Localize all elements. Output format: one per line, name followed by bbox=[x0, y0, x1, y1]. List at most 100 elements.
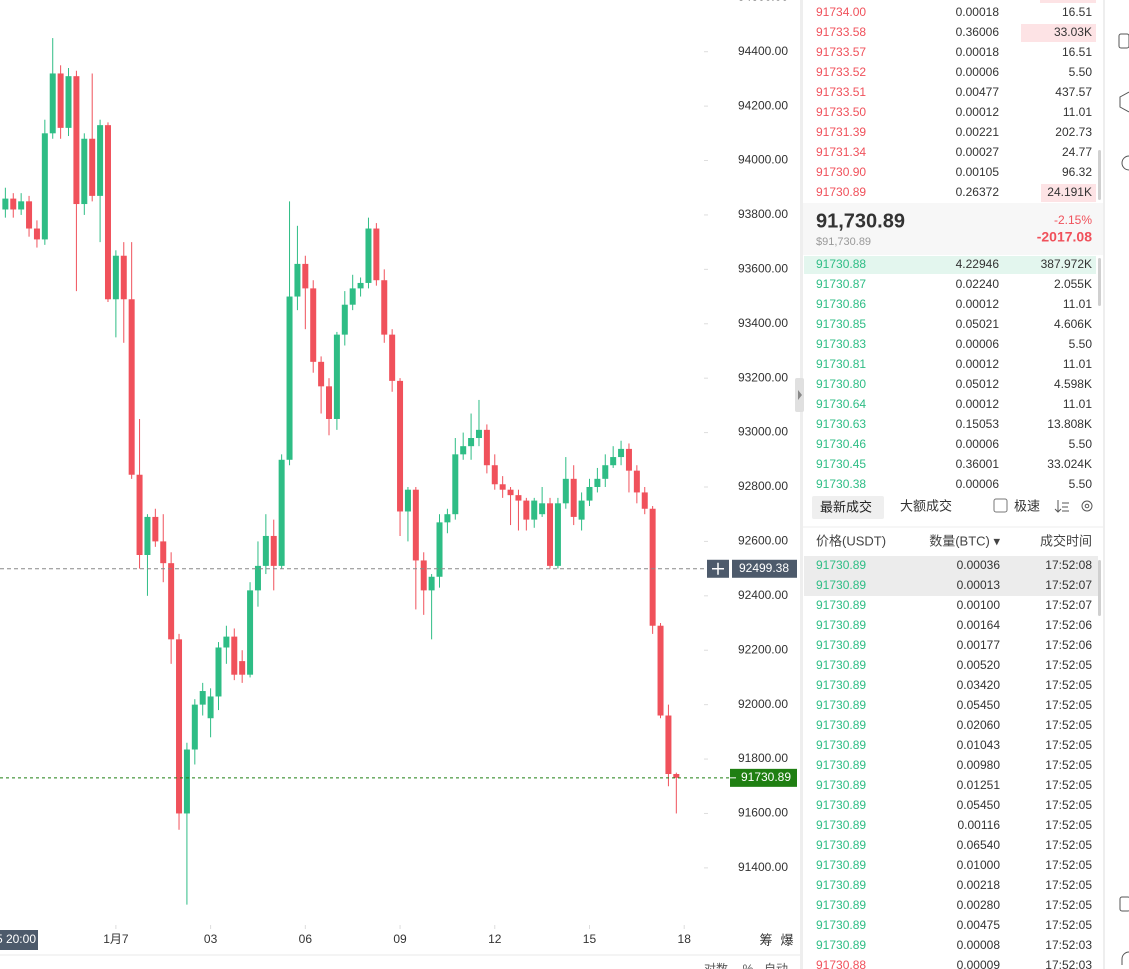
crosshair-price-box bbox=[732, 559, 797, 578]
crosshair-time: 5 20:00 bbox=[0, 932, 36, 946]
book-amount: 0.00006 bbox=[956, 65, 1000, 79]
candle-body bbox=[381, 280, 388, 335]
book-total: 4.598K bbox=[1054, 377, 1092, 391]
trade-price: 91730.89 bbox=[816, 758, 866, 772]
tab[interactable]: 大额成交 bbox=[900, 498, 952, 513]
scale-button[interactable]: 自动 bbox=[764, 962, 788, 969]
trade-time: 17:52:05 bbox=[1045, 818, 1092, 832]
book-price: 91730.38 bbox=[816, 477, 866, 491]
settings-icon[interactable] bbox=[1081, 500, 1093, 512]
candle-body bbox=[452, 454, 459, 515]
book-amount: 0.00006 bbox=[956, 477, 1000, 491]
candle-body bbox=[41, 133, 48, 240]
sidebar-icon[interactable] bbox=[1119, 896, 1129, 912]
candle-body bbox=[302, 263, 309, 289]
axis-button[interactable]: 筹 bbox=[759, 932, 772, 947]
candle-body bbox=[539, 503, 546, 515]
candle-body bbox=[523, 500, 530, 520]
book-price: 91731.39 bbox=[816, 125, 866, 139]
candle-body bbox=[89, 138, 96, 196]
candle-body bbox=[349, 288, 356, 305]
trade-qty: 0.01043 bbox=[957, 738, 1001, 752]
trade-time: 17:52:05 bbox=[1045, 698, 1092, 712]
y-tick-label: 94200.00 bbox=[738, 98, 788, 112]
checkbox[interactable] bbox=[993, 498, 1008, 513]
sidebar-icon[interactable] bbox=[1118, 33, 1129, 49]
book-total: 4.606K bbox=[1054, 317, 1092, 331]
trade-price: 91730.89 bbox=[816, 678, 866, 692]
book-price: 91733.50 bbox=[816, 105, 866, 119]
trade-qty: 0.03420 bbox=[957, 678, 1001, 692]
tab[interactable]: 最新成交 bbox=[820, 499, 872, 514]
fast-toggle[interactable]: 极速 bbox=[1014, 498, 1040, 513]
x-tick-label: 1月7 bbox=[103, 932, 129, 946]
book-amount: 0.00477 bbox=[956, 85, 1000, 99]
book-total: 16.51 bbox=[1062, 5, 1092, 19]
crosshair-plus bbox=[712, 562, 724, 575]
candle-body bbox=[73, 76, 80, 205]
book-price: 91730.89 bbox=[816, 185, 866, 199]
trade-price: 91730.89 bbox=[816, 918, 866, 932]
trade-qty: 0.00520 bbox=[957, 658, 1001, 672]
trade-time: 17:52:05 bbox=[1045, 678, 1092, 692]
candle-body bbox=[152, 516, 159, 542]
candle-body bbox=[554, 503, 561, 566]
x-tick-label: 18 bbox=[678, 932, 692, 946]
candle-body bbox=[578, 500, 585, 520]
book-total: 11.01 bbox=[1063, 297, 1092, 311]
depth-bar bbox=[804, 256, 1096, 274]
x-tick-label: 09 bbox=[393, 932, 407, 946]
candle-body bbox=[483, 429, 490, 466]
book-total: 202.73 bbox=[1055, 125, 1092, 139]
x-tick-label: 03 bbox=[204, 932, 218, 946]
trade-qty: 0.00009 bbox=[957, 958, 1001, 969]
change-pct: -2.15% bbox=[1054, 213, 1092, 227]
y-tick-label: 91600.00 bbox=[738, 806, 788, 820]
book-total: 11.01 bbox=[1063, 105, 1092, 119]
candle-body bbox=[168, 563, 175, 640]
header[interactable]: 数量(BTC) ▾ bbox=[929, 533, 1000, 548]
candle-body bbox=[420, 560, 427, 591]
book-total: 96.32 bbox=[1062, 165, 1092, 179]
sidebar-icon[interactable] bbox=[1121, 155, 1129, 171]
axis-button[interactable]: 爆 bbox=[780, 932, 793, 947]
book-amount: 0.05021 bbox=[956, 317, 1000, 331]
trade-price: 91730.89 bbox=[816, 578, 866, 592]
depth-bar bbox=[1021, 24, 1096, 42]
scrollbar bbox=[1098, 150, 1101, 200]
book-amount: 0.00105 bbox=[956, 165, 1000, 179]
candle-body bbox=[404, 489, 411, 512]
candle-body bbox=[18, 201, 25, 210]
sidebar-icon[interactable] bbox=[1119, 91, 1129, 113]
sort-icon[interactable] bbox=[1054, 500, 1069, 513]
scale-button[interactable]: 对数 bbox=[704, 961, 728, 969]
trade-qty: 0.00475 bbox=[957, 918, 1001, 932]
book-price: 91733.57 bbox=[816, 45, 866, 59]
candle-body bbox=[602, 465, 609, 479]
sidebar-icon[interactable] bbox=[1121, 951, 1129, 965]
scale-button[interactable]: % bbox=[743, 962, 754, 969]
bids: 91730.88 4.22946 387.972K 91730.87 0.02240 2.… bbox=[816, 257, 1093, 491]
candle-body bbox=[547, 503, 554, 566]
y-tick-label: 94000.00 bbox=[738, 153, 788, 167]
tab-active-bg[interactable] bbox=[812, 496, 884, 519]
book-price: 91730.63 bbox=[816, 417, 866, 431]
book-price: 91730.86 bbox=[816, 297, 866, 311]
candle-body bbox=[144, 516, 151, 555]
book-amount: 0.02240 bbox=[956, 277, 1000, 291]
candle-body bbox=[389, 334, 396, 381]
trade-price: 91730.89 bbox=[816, 798, 866, 812]
depth-bar bbox=[1040, 0, 1096, 3]
y-tick-label: 92200.00 bbox=[738, 642, 788, 656]
book-total: 5.50 bbox=[1069, 477, 1093, 491]
book-price: 91730.83 bbox=[816, 337, 866, 351]
book-amount: 0.05012 bbox=[956, 377, 1000, 391]
trade-price: 91730.89 bbox=[816, 818, 866, 832]
mid-price-usd: $91,730.89 bbox=[816, 236, 871, 248]
trade-qty: 0.00100 bbox=[957, 598, 1001, 612]
candle-body bbox=[515, 495, 522, 501]
x-tick-label: 15 bbox=[583, 932, 597, 946]
book-total: 24.77 bbox=[1062, 145, 1092, 159]
candle-body bbox=[357, 282, 364, 289]
candle-body bbox=[318, 361, 325, 387]
